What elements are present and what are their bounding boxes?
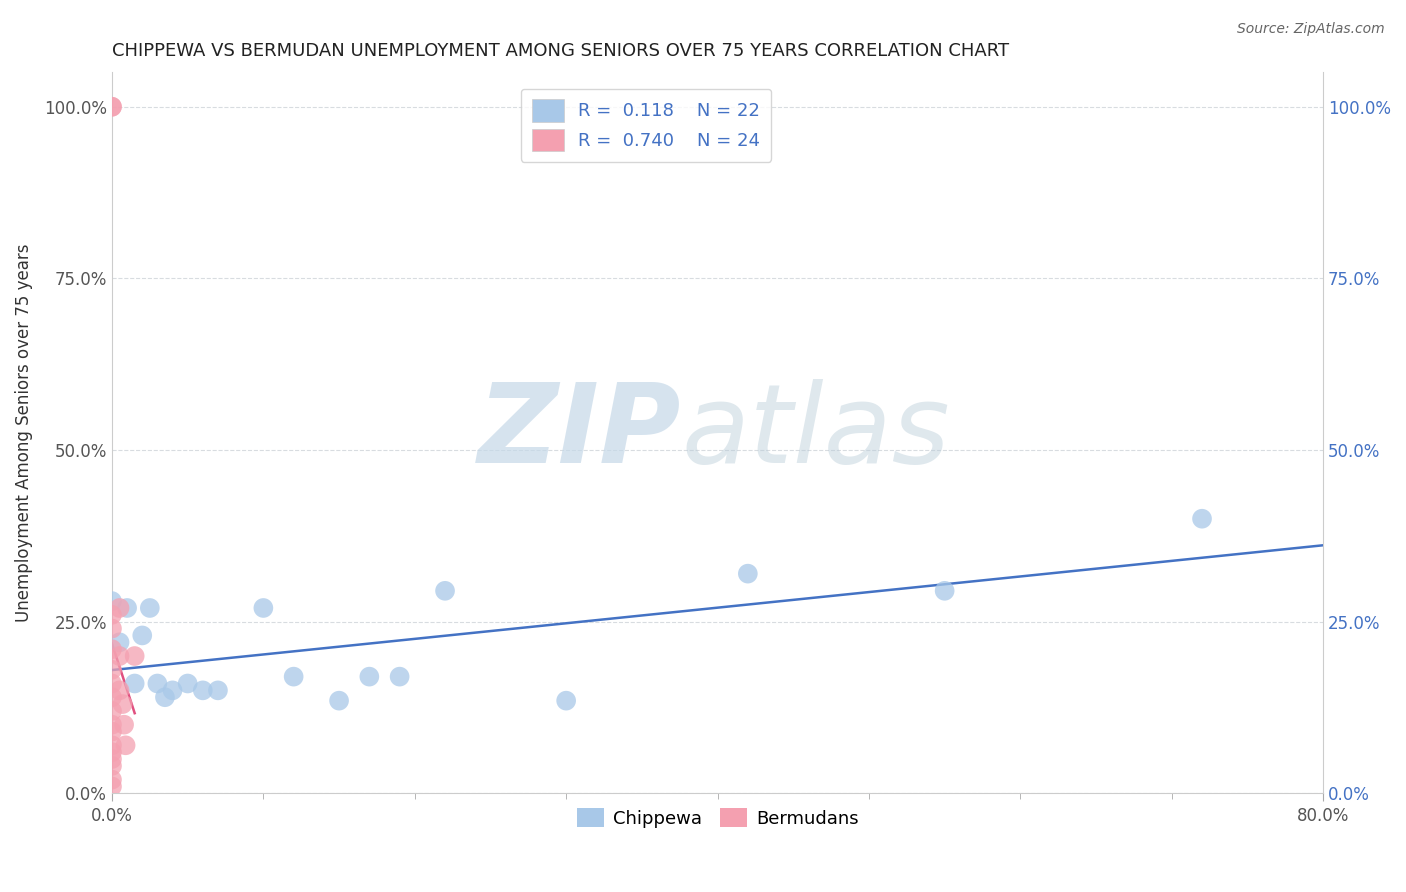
Point (124, 648, 146, 663)
Point (108, 648, 131, 663)
Point (191, 683, 214, 698)
Point (934, 583, 956, 598)
Text: CHIPPEWA VS BERMUDAN UNEMPLOYMENT AMONG SENIORS OVER 75 YEARS CORRELATION CHART: CHIPPEWA VS BERMUDAN UNEMPLOYMENT AMONG … (112, 42, 1010, 60)
Point (101, 642, 124, 657)
Point (146, 676, 169, 690)
Point (131, 628, 153, 642)
Point (101, 759, 124, 773)
Point (101, 676, 124, 690)
Point (101, 100, 124, 114)
Point (139, 601, 162, 615)
Point (101, 745, 124, 759)
Point (153, 690, 176, 705)
Point (114, 739, 136, 753)
Point (101, 704, 124, 718)
Point (101, 752, 124, 766)
Point (124, 676, 146, 690)
Point (207, 683, 229, 698)
Point (101, 772, 124, 787)
Point (101, 780, 124, 794)
Point (1191, 512, 1213, 526)
Point (115, 601, 138, 615)
Point (108, 683, 131, 698)
Point (101, 717, 124, 731)
Point (101, 690, 124, 705)
Point (555, 693, 578, 707)
Point (283, 670, 305, 684)
Point (108, 635, 131, 649)
Point (108, 601, 131, 615)
Point (101, 100, 124, 114)
Point (101, 663, 124, 677)
Text: ZIP: ZIP (478, 379, 682, 486)
Text: atlas: atlas (682, 379, 950, 486)
Legend: Chippewa, Bermudans: Chippewa, Bermudans (569, 801, 866, 835)
Point (176, 676, 198, 690)
Point (388, 670, 411, 684)
Point (434, 583, 457, 598)
Point (101, 594, 124, 608)
Text: Source: ZipAtlas.com: Source: ZipAtlas.com (1237, 22, 1385, 37)
Point (112, 717, 135, 731)
Point (101, 607, 124, 622)
Point (101, 622, 124, 636)
Point (101, 724, 124, 739)
Point (101, 739, 124, 753)
Point (162, 683, 184, 698)
Point (737, 566, 759, 581)
Point (252, 601, 274, 615)
Point (111, 697, 134, 711)
Point (359, 670, 381, 684)
Y-axis label: Unemployment Among Seniors over 75 years: Unemployment Among Seniors over 75 years (15, 244, 32, 622)
Point (328, 693, 350, 707)
